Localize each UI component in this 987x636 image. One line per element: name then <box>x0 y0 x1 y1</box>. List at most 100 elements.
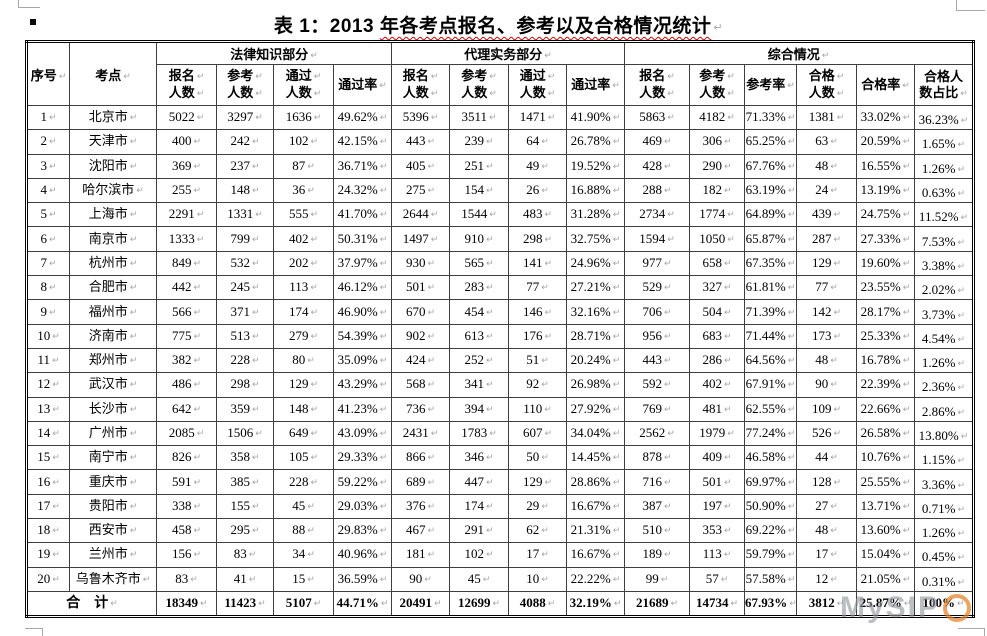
data-cell: 1774 <box>689 202 745 228</box>
data-cell: 142 <box>796 299 857 325</box>
data-cell: 25.55% <box>856 469 915 495</box>
data-cell: 27 <box>796 493 857 520</box>
data-cell: 1.26% <box>914 347 974 374</box>
table-row: 7杭州市84953220237.97%93056514124.96%977658… <box>26 250 974 277</box>
data-cell: 1471 <box>508 104 567 131</box>
data-cell: 102 <box>273 129 334 155</box>
group-header: 代理实务部分 <box>391 41 625 65</box>
city-name: 合肥市 <box>69 275 157 301</box>
data-cell: 454 <box>449 299 509 325</box>
data-cell: 50 <box>508 445 567 471</box>
data-cell: 197 <box>689 493 745 520</box>
data-cell: 469 <box>624 129 690 155</box>
data-cell: 2.86% <box>914 396 974 422</box>
data-cell: 36.59% <box>333 566 392 592</box>
table-body: 1北京市50223297163649.62%53963511147141.90%… <box>26 104 974 617</box>
data-cell: 501 <box>391 275 450 301</box>
data-cell: 1.65% <box>914 129 974 155</box>
city-name: 天津市 <box>69 129 157 155</box>
data-cell: 77.24% <box>744 420 797 447</box>
data-cell: 57 <box>689 566 745 592</box>
data-cell: 442 <box>156 275 217 301</box>
data-cell: 1.26% <box>914 153 974 179</box>
data-cell: 769 <box>624 396 690 422</box>
data-cell: 501 <box>689 469 745 495</box>
data-cell: 181 <box>391 542 450 568</box>
data-cell: 7.53% <box>914 226 974 252</box>
data-cell: 141 <box>508 250 567 277</box>
column-header-line: 人数 <box>275 85 333 102</box>
table-row: 9福州市56637117446.90%67045414632.16%706504… <box>26 299 974 325</box>
data-cell: 15 <box>273 566 334 592</box>
data-cell: 306 <box>689 129 745 155</box>
column-header-line: 通过率 <box>335 77 391 94</box>
data-cell: 36.23% <box>914 104 974 131</box>
data-cell: 41 <box>216 566 274 592</box>
city-name: 兰州市 <box>69 542 157 568</box>
data-cell: 49.62% <box>333 104 392 131</box>
row-serial: 8 <box>26 275 70 301</box>
data-cell: 930 <box>391 250 450 277</box>
city-name: 沈阳市 <box>69 153 157 179</box>
data-cell: 57.58% <box>744 566 797 592</box>
data-cell: 1497 <box>391 226 450 252</box>
data-cell: 69.22% <box>744 518 797 544</box>
data-cell: 1.15% <box>914 445 974 471</box>
data-cell: 242 <box>216 129 274 155</box>
data-cell: 327 <box>689 275 745 301</box>
data-cell: 48 <box>796 518 857 544</box>
data-cell: 44 <box>796 445 857 471</box>
row-serial: 10 <box>26 323 70 349</box>
data-cell: 0.63% <box>914 177 974 204</box>
data-cell: 2.36% <box>914 372 974 398</box>
total-cell: 44.71% <box>333 590 392 617</box>
data-cell: 385 <box>216 469 274 495</box>
data-cell: 658 <box>689 250 745 277</box>
city-name: 郑州市 <box>69 347 157 374</box>
data-cell: 977 <box>624 250 690 277</box>
data-cell: 283 <box>449 275 509 301</box>
data-cell: 41.70% <box>333 202 392 228</box>
column-header-line: 参考 <box>218 68 273 85</box>
data-cell: 275 <box>391 177 450 204</box>
data-cell: 24.96% <box>566 250 625 277</box>
data-cell: 113 <box>273 275 334 301</box>
data-cell: 46.90% <box>333 299 392 325</box>
data-cell: 4.54% <box>914 323 974 349</box>
row-serial: 12 <box>26 372 70 398</box>
city-name: 重庆市 <box>69 469 157 495</box>
city-name: 西安市 <box>69 518 157 544</box>
column-header-line: 人数 <box>218 85 273 102</box>
column-header: 参考人数 <box>216 64 274 106</box>
total-label: 合 计 <box>26 590 157 617</box>
data-cell: 358 <box>216 445 274 471</box>
table-row: 3沈阳市3692378736.71%4052514919.52%42829067… <box>26 153 974 179</box>
row-serial: 5 <box>26 202 70 228</box>
data-cell: 4182 <box>689 104 745 131</box>
data-cell: 88 <box>273 518 334 544</box>
text-boundary-corner-top-left <box>18 0 40 8</box>
data-cell: 27.33% <box>856 226 915 252</box>
data-cell: 14.45% <box>566 445 625 471</box>
data-cell: 69.97% <box>744 469 797 495</box>
data-cell: 1594 <box>624 226 690 252</box>
city-name: 广州市 <box>69 420 157 447</box>
data-cell: 41.23% <box>333 396 392 422</box>
data-cell: 63.19% <box>744 177 797 204</box>
data-cell: 1979 <box>689 420 745 447</box>
data-cell: 0.71% <box>914 493 974 520</box>
table-row: 8合肥市44224511346.12%5012837727.21%5293276… <box>26 275 974 301</box>
total-cell: 11423 <box>216 590 274 617</box>
data-cell: 32.16% <box>566 299 625 325</box>
data-cell: 3.38% <box>914 250 974 277</box>
table-row: 2天津市40024210242.15%4432396426.78%4693066… <box>26 129 974 155</box>
data-cell: 45 <box>449 566 509 592</box>
title-text: 表 1：2013 <box>273 16 380 37</box>
data-cell: 43.29% <box>333 372 392 398</box>
data-cell: 228 <box>273 469 334 495</box>
data-cell: 27.21% <box>566 275 625 301</box>
column-header-line: 合格率 <box>858 77 914 94</box>
table-row: 5上海市2291133155541.70%2644154448331.28%27… <box>26 202 974 228</box>
data-cell: 22.39% <box>856 372 915 398</box>
data-cell: 338 <box>156 493 217 520</box>
